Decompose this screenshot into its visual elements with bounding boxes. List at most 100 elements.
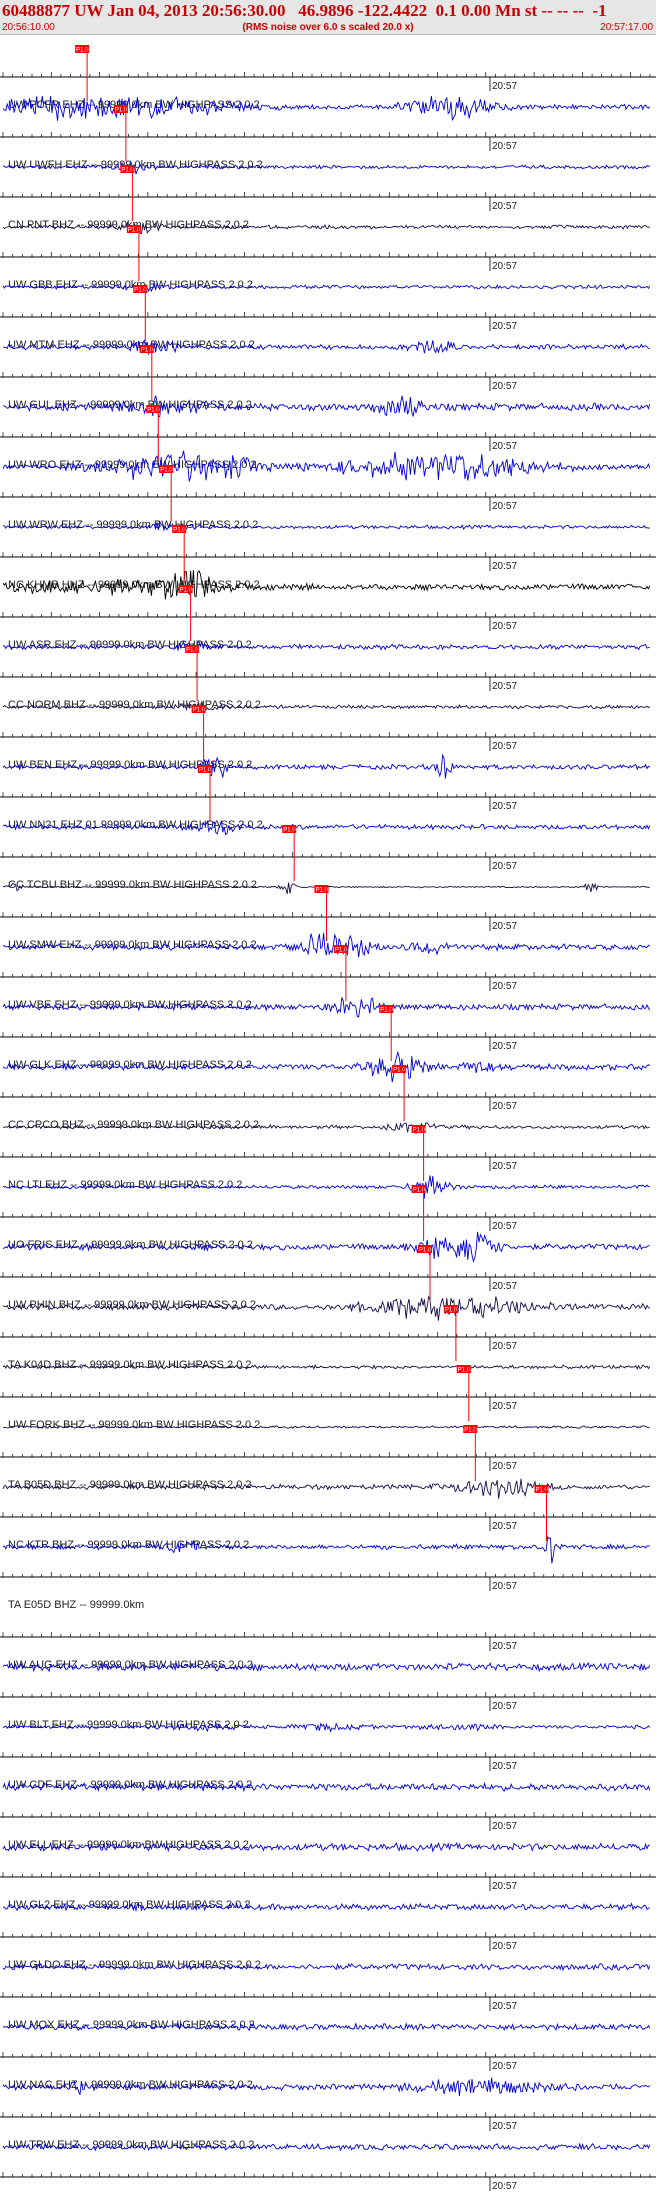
time-marker-label: 20:57 [492,321,517,332]
station-label: UW FORK BHZ -- 99999.0km BW HIGHPASS 2.0… [8,1419,260,1431]
start-time-label: 20:56:10.00 [2,22,55,33]
pick-marker [411,1185,426,1193]
time-marker-label: 20:57 [492,2001,517,2012]
pick-label: P1.0 [335,948,348,954]
time-marker-label: 20:57 [492,2061,517,2072]
time-marker-label: 20:57 [492,1761,517,1772]
waveform-trace [2,2142,651,2152]
station-label: UW PHIN BHZ -- 99999.0km BW HIGHPASS 2.0… [8,1299,256,1311]
time-marker-label: 20:57 [492,861,517,872]
pick-label: P1.0 [316,888,329,894]
waveform-trace [2,1425,650,1429]
station-label: UW GBB EHZ -- 99999.0km BW HIGHPASS 2.0 … [8,279,253,291]
time-marker-label: 20:57 [492,1581,517,1592]
pick-marker [392,1065,407,1073]
pick-label: P1.0 [199,768,212,774]
waveform-trace [2,160,651,175]
waveform-trace [2,1962,651,1972]
pick-marker [456,1365,471,1373]
pick-label: P1.0 [186,648,199,654]
pick-marker [443,1305,458,1313]
pick-marker [379,1005,394,1013]
pick-label: P1.0 [121,168,134,174]
time-marker-label: 20:57 [492,741,517,752]
pick-label: P1.0 [141,348,154,354]
waveform-trace [2,1364,651,1370]
pick-label: P1.0 [134,288,147,294]
station-label: NC KTR BHZ -- 99999.0km BW HIGHPASS 2.0 … [8,1539,249,1551]
pick-label: P1.0 [173,528,186,534]
pick-marker [75,45,90,53]
time-marker-label: 20:57 [492,201,517,212]
time-marker-label: 20:57 [492,2181,517,2192]
pick-marker [159,465,174,473]
time-marker-label: 20:57 [492,261,517,272]
pick-marker [178,585,193,593]
pick-marker [172,525,187,533]
waveform-trace [2,1902,651,1913]
waveform-trace [2,1841,650,1853]
pick-marker [534,1485,549,1493]
waveform-trace [2,395,651,418]
pick-marker [198,765,212,773]
waveform-trace [2,450,651,482]
pick-marker [139,345,154,353]
station-label: CC TCBU BHZ -- 99999.0km BW HIGHPASS 2.0… [8,879,257,891]
time-marker-label: 20:57 [492,1641,517,1652]
pick-label: P1.0 [413,1128,426,1134]
waveform-trace [2,2022,651,2032]
waveform-trace [2,1722,651,1733]
pick-label: P1.0 [115,108,128,114]
time-marker-label: 20:57 [492,381,517,392]
time-marker-label: 20:57 [492,1461,517,1472]
time-marker-label: 20:57 [492,1161,517,1172]
waveform-trace [2,570,651,600]
pick-label: P1.0 [193,708,206,714]
pick-label: P1.0 [464,1428,477,1434]
pick-label: P1.0 [536,1488,549,1494]
time-marker-label: 20:57 [492,561,517,572]
pick-label: P1.0 [445,1308,458,1314]
waveform-trace [2,1050,651,1083]
pick-label: P1.0 [413,1188,426,1194]
waveform-trace [2,932,651,958]
pick-marker [463,1425,478,1433]
time-marker-label: 20:57 [492,1341,517,1352]
time-marker-label: 20:57 [492,1881,517,1892]
waveform-trace [3,1122,650,1134]
time-marker-label: 20:57 [492,1821,517,1832]
time-marker-label: 20:57 [492,1041,517,1052]
pick-marker [314,885,329,893]
pick-marker [191,705,206,713]
waveform-trace [2,221,650,235]
station-label: TA K04D BHZ -- 99999.0km BW HIGHPASS 2.0… [8,1359,252,1371]
station-label: UW SMW EHZ -- 99999.0km BW HIGHPASS 2.0 … [8,939,257,951]
waveform-trace [2,820,651,836]
waveform-trace [2,281,651,293]
pick-label: P1.0 [283,828,296,834]
pick-marker [146,405,161,413]
waveform-trace [2,1661,651,1673]
waveform-trace [2,640,650,653]
pick-label: P1.0 [380,1008,393,1014]
waveform-trace [2,1781,651,1793]
waveform-trace [2,753,651,779]
time-marker-label: 20:57 [492,681,517,692]
time-marker-label: 20:57 [492,501,517,512]
station-label: NC LTI EHZ -- 99999.0km BW HIGHPASS 2.0 … [8,1179,242,1191]
time-marker-label: 20:57 [492,141,517,152]
station-label: UW GLK EHZ -- 99999.0km BW HIGHPASS 2.0 … [8,1059,252,1071]
pick-label: P1.0 [419,1248,432,1254]
pick-label: P1.0 [393,1068,406,1074]
pick-marker [411,1125,426,1133]
waveform-trace [2,1535,650,1564]
station-label: UW GLDO EHZ -- 99999.0km BW HIGHPASS 2.0… [8,1959,261,1971]
time-marker-label: 20:57 [492,1941,517,1952]
pick-marker [333,945,348,953]
waveform-trace [2,1175,650,1199]
time-marker-label: 20:57 [492,1101,517,1112]
pick-label: P1.0 [128,228,141,234]
waveform-trace [2,2077,651,2097]
time-marker-label: 20:57 [492,2121,517,2132]
